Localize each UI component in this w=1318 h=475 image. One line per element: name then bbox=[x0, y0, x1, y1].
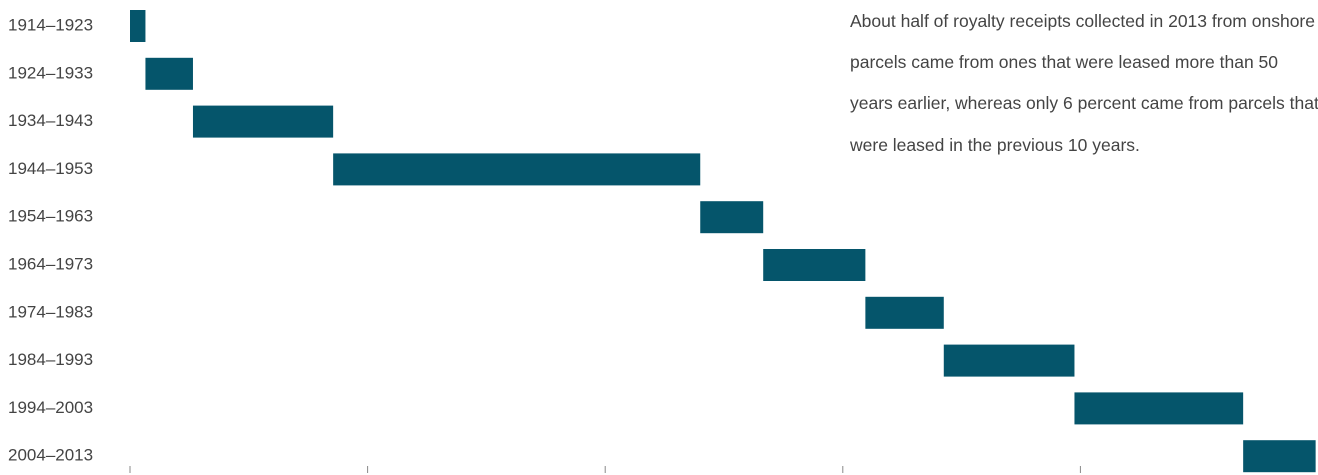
bar bbox=[943, 344, 1075, 377]
y-tick-label: 1944–1953 bbox=[8, 159, 93, 178]
y-tick-label: 1974–1983 bbox=[8, 302, 93, 321]
y-tick-label: 1934–1943 bbox=[8, 111, 93, 130]
bar bbox=[192, 105, 334, 138]
y-tick-label: 1964–1973 bbox=[8, 254, 93, 273]
y-tick-label: 1994–2003 bbox=[8, 398, 93, 417]
y-tick-label: 1924–1933 bbox=[8, 63, 93, 82]
bar bbox=[1243, 440, 1316, 473]
y-tick-label: 1914–1923 bbox=[8, 15, 93, 34]
y-tick-label: 1954–1963 bbox=[8, 207, 93, 226]
bar bbox=[333, 153, 701, 186]
bar bbox=[700, 201, 764, 234]
annotation: About half of royalty receipts collected… bbox=[850, 11, 1318, 155]
bar bbox=[145, 57, 193, 90]
bar bbox=[1074, 392, 1244, 425]
y-tick-label: 1984–1993 bbox=[8, 350, 93, 369]
bar bbox=[763, 249, 866, 281]
y-tick-label: 2004–2013 bbox=[8, 446, 93, 465]
bar bbox=[130, 10, 146, 42]
bar bbox=[865, 296, 944, 329]
